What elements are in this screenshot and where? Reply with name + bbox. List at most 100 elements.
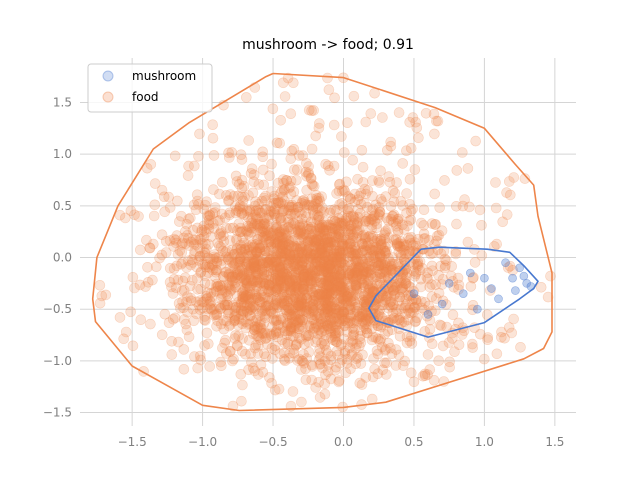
food-point <box>370 241 382 253</box>
food-point <box>325 354 337 366</box>
food-point <box>331 277 342 289</box>
food-point <box>326 251 338 263</box>
food-point <box>278 205 289 217</box>
food-point <box>408 376 420 388</box>
food-point <box>328 237 339 248</box>
food-point <box>317 242 329 254</box>
food-point <box>333 375 345 386</box>
food-point <box>394 314 406 326</box>
food-point <box>320 297 332 309</box>
food-point <box>405 214 417 226</box>
food-point <box>274 236 285 247</box>
food-point <box>328 272 340 283</box>
food-point <box>309 258 320 270</box>
food-point <box>203 211 214 222</box>
food-point <box>293 150 305 161</box>
food-point <box>348 329 360 341</box>
food-point <box>327 252 339 264</box>
food-point <box>340 284 351 296</box>
food-point <box>405 367 417 379</box>
food-point <box>324 236 336 248</box>
food-point <box>181 262 192 273</box>
food-point <box>262 286 274 298</box>
food-point <box>263 236 275 248</box>
food-point <box>360 266 371 278</box>
food-point <box>269 237 281 248</box>
food-point <box>266 321 278 333</box>
food-point <box>237 291 248 302</box>
food-point <box>446 260 458 272</box>
food-point <box>379 328 391 340</box>
food-point <box>316 243 328 254</box>
food-point <box>311 258 322 270</box>
food-point <box>355 337 367 348</box>
food-point <box>348 249 359 260</box>
food-point <box>369 251 381 263</box>
food-point <box>315 351 326 363</box>
food-point <box>503 176 515 187</box>
food-point <box>178 314 190 325</box>
food-point <box>301 158 312 169</box>
food-point <box>399 355 411 367</box>
food-point <box>244 268 255 279</box>
legend-label-food: food <box>132 90 159 104</box>
food-point <box>268 300 280 311</box>
food-point <box>254 243 266 254</box>
food-point <box>268 314 279 325</box>
food-point <box>271 284 283 295</box>
food-point <box>351 315 363 327</box>
food-point <box>252 321 264 333</box>
food-point <box>311 224 323 236</box>
food-point <box>375 194 387 205</box>
food-point <box>325 350 337 362</box>
food-point <box>435 260 446 272</box>
food-point <box>345 285 357 296</box>
food-point <box>256 226 268 237</box>
food-point <box>266 186 278 197</box>
food-point <box>348 228 359 240</box>
food-point <box>336 217 348 229</box>
food-point <box>288 316 300 328</box>
food-point <box>380 191 392 202</box>
food-point <box>397 244 409 256</box>
food-point <box>356 318 368 329</box>
food-point <box>283 199 295 211</box>
food-point <box>127 271 139 283</box>
food-point <box>412 258 424 270</box>
food-point <box>279 91 291 102</box>
food-point <box>308 235 320 247</box>
food-point <box>223 252 235 263</box>
food-point <box>243 244 255 256</box>
food-point <box>424 364 436 375</box>
food-point <box>235 244 246 255</box>
food-point <box>328 160 340 172</box>
food-point <box>321 288 332 300</box>
food-point <box>352 248 364 260</box>
food-point <box>337 238 348 250</box>
food-point <box>268 206 279 217</box>
food-point <box>325 258 337 270</box>
food-point <box>361 253 373 265</box>
food-point <box>410 294 422 306</box>
food-point <box>314 211 325 222</box>
food-point <box>308 234 320 246</box>
mushroom-point <box>466 268 475 278</box>
food-point <box>293 300 305 312</box>
food-point <box>247 258 258 269</box>
food-point <box>319 280 331 292</box>
food-point <box>217 284 228 296</box>
food-point <box>296 208 307 220</box>
food-point <box>324 259 335 271</box>
food-point <box>198 220 210 232</box>
food-point <box>263 279 275 291</box>
food-point <box>404 174 416 185</box>
food-point <box>303 330 315 342</box>
food-point <box>336 234 348 246</box>
food-point <box>235 368 247 380</box>
mushroom-point <box>480 273 489 283</box>
food-point <box>247 315 259 327</box>
food-point <box>284 347 296 359</box>
food-point <box>220 247 231 258</box>
food-point <box>269 238 281 250</box>
food-point <box>209 207 221 218</box>
